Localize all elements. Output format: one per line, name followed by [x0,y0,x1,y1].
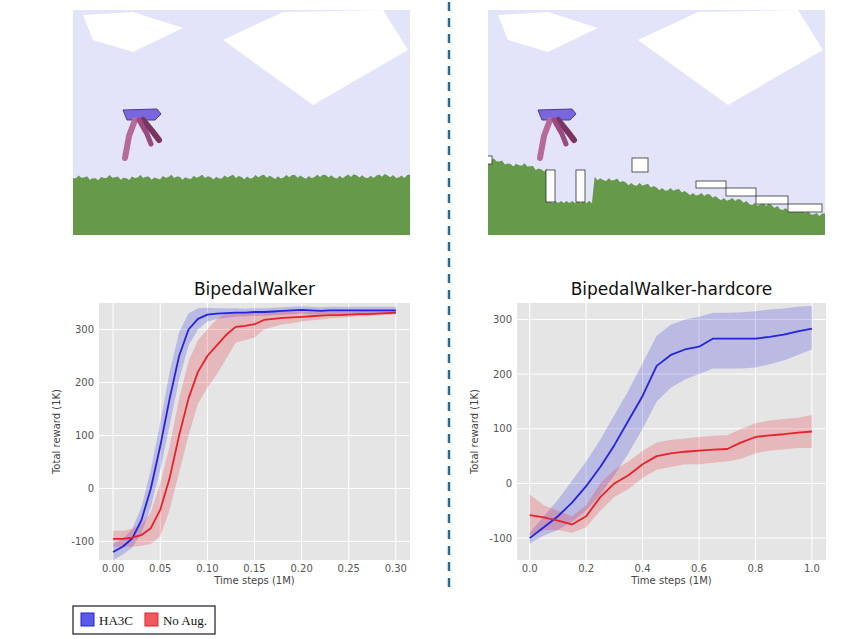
x-tick-label: 1.0 [804,563,820,574]
band [113,310,396,546]
obstacle [632,158,648,172]
grid-line [301,303,302,560]
separator [448,2,451,592]
leg [554,120,566,144]
leg [540,120,550,158]
band [530,306,812,544]
plot-bg [517,303,826,560]
grid-line [395,303,396,560]
y-axis-title: Total reward (1K) [51,389,62,475]
line [530,329,812,538]
x-tick-label: 0.4 [635,563,651,574]
obstacle [696,181,726,188]
ground [488,158,825,235]
obstacle [546,170,555,202]
y-tick-label: 200 [493,369,512,380]
line [113,310,396,552]
title: BipedalWalker [194,279,315,299]
grid-line [113,303,114,560]
cloud [223,10,408,105]
y-tick-label: 0 [88,483,94,494]
band [530,415,812,535]
line [113,313,396,539]
obstacle [788,204,822,212]
x-tick-label: 0.00 [102,563,124,574]
x-axis-title: Time steps (1M) [213,575,295,586]
x-tick-label: 0.15 [243,563,265,574]
y-tick-label: 100 [75,430,94,441]
chart: BipedalWalker -100 0 100 200 300 0.00 0.05 0.10 0… [51,279,410,586]
x-tick-label: 0.05 [149,563,171,574]
x-tick-label: 0.0 [522,563,538,574]
env-render [73,10,410,235]
x-tick-label: 0.25 [338,563,360,574]
chart: BipedalWalker-hardcore -100 0 100 200 300 0.0 0… [469,279,826,586]
line [530,432,812,525]
legend-swatch [81,613,94,626]
data-layer [530,306,812,544]
x-tick-label: 0.6 [691,563,707,574]
y-axis-title: Total reward (1K) [469,389,480,475]
sky [488,10,825,235]
leg [139,120,151,144]
x-tick-label: 0.8 [747,563,763,574]
x-tick-label: 0.30 [385,563,407,574]
grid-line [254,303,255,560]
obstacle [756,196,788,204]
grid-line [642,303,643,560]
grid-line [348,303,349,560]
env-render [488,10,825,235]
data-layer [113,306,396,560]
obstacle [488,156,492,164]
figure: BipedalWalker-10001002003000.000.050.100… [0,0,842,639]
obstacle [726,188,756,196]
x-tick-label: 0.10 [196,563,218,574]
y-tick-label: 0 [506,478,512,489]
ground [73,174,410,235]
y-tick-label: -100 [489,533,512,544]
legend-swatch [145,613,158,626]
y-tick-label: 100 [493,423,512,434]
grid-line [517,538,826,539]
y-tick-label: -100 [71,536,94,547]
cloud [498,12,598,52]
sky [73,10,410,235]
legend-label: HA3C [99,613,133,628]
cloud [638,10,823,105]
cloud [83,12,183,52]
y-tick-label: 300 [493,314,512,325]
legend-label: No Aug. [163,613,207,628]
leg [125,120,135,158]
plot-bg [99,303,410,560]
legend-box [73,606,215,634]
x-tick-label: 0.2 [578,563,594,574]
y-tick-label: 300 [75,324,94,335]
grid-line [517,483,826,484]
x-axis-title: Time steps (1M) [630,575,712,586]
x-tick-label: 0.20 [290,563,312,574]
band [113,306,396,560]
legend: HA3C No Aug. [73,606,215,634]
title: BipedalWalker-hardcore [571,279,773,299]
y-tick-label: 200 [75,377,94,388]
obstacle [576,170,585,202]
